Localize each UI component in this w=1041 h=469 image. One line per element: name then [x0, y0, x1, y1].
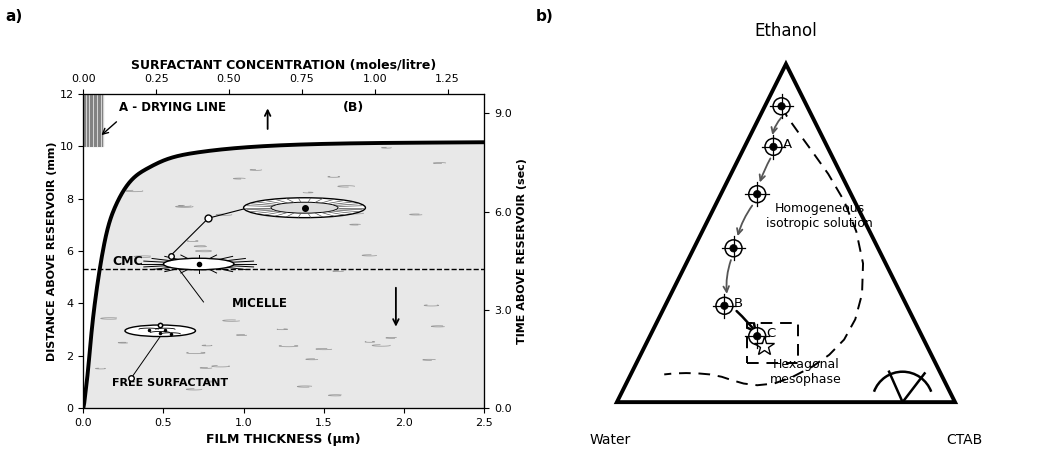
Circle shape	[765, 138, 782, 155]
Text: CMC: CMC	[112, 255, 143, 268]
Text: A - DRYING LINE: A - DRYING LINE	[119, 101, 226, 114]
Circle shape	[748, 186, 766, 203]
Circle shape	[163, 258, 234, 270]
Circle shape	[769, 143, 778, 151]
Circle shape	[720, 302, 728, 310]
Polygon shape	[83, 94, 102, 146]
Circle shape	[716, 297, 733, 314]
Text: FREE SURFACTANT: FREE SURFACTANT	[112, 378, 228, 388]
Circle shape	[125, 325, 196, 337]
Y-axis label: DISTANCE ABOVE RESERVOIR (mm): DISTANCE ABOVE RESERVOIR (mm)	[47, 141, 56, 361]
X-axis label: SURFACTANT CONCENTRATION (moles/litre): SURFACTANT CONCENTRATION (moles/litre)	[131, 59, 436, 71]
Polygon shape	[83, 142, 484, 408]
Text: a): a)	[5, 9, 23, 24]
Circle shape	[271, 202, 338, 213]
X-axis label: FILM THICKNESS (μm): FILM THICKNESS (μm)	[206, 433, 361, 446]
Circle shape	[754, 190, 761, 198]
Circle shape	[773, 98, 790, 115]
Text: Water: Water	[590, 432, 631, 446]
Circle shape	[730, 244, 737, 252]
Text: A: A	[783, 138, 792, 151]
Text: b): b)	[536, 9, 554, 24]
Circle shape	[778, 103, 785, 110]
Circle shape	[754, 333, 761, 340]
Text: (B): (B)	[342, 101, 364, 114]
Text: Ethanol: Ethanol	[755, 23, 817, 40]
Text: Homogeneous
isotropic solution: Homogeneous isotropic solution	[766, 202, 873, 230]
Text: Hexagonal
mesophase: Hexagonal mesophase	[770, 358, 842, 386]
Circle shape	[244, 198, 365, 218]
Text: B: B	[734, 296, 743, 310]
Circle shape	[726, 240, 742, 257]
Text: C: C	[766, 327, 776, 340]
Text: MICELLE: MICELLE	[232, 297, 288, 310]
Y-axis label: TIME ABOVE RESERVOIR (sec): TIME ABOVE RESERVOIR (sec)	[517, 158, 527, 344]
Text: CTAB: CTAB	[946, 432, 982, 446]
Circle shape	[748, 328, 766, 345]
